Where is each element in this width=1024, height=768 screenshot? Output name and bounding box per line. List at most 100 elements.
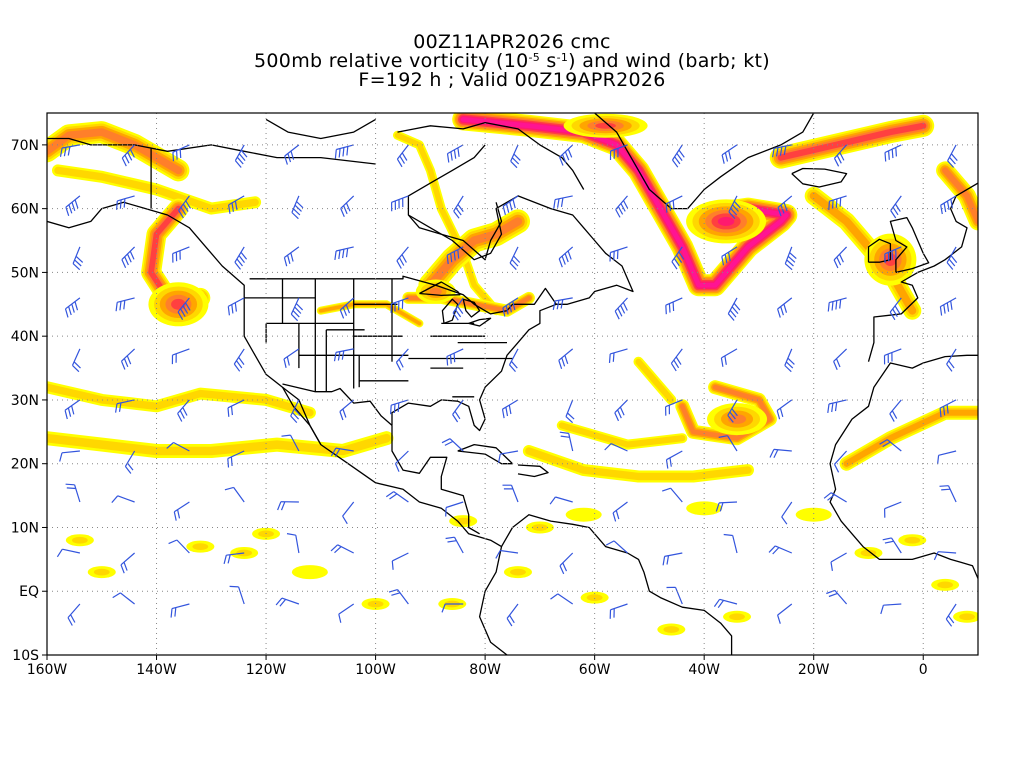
- title-line-1: 00Z11APR2026 cmc: [413, 31, 611, 53]
- wind-barb: [338, 603, 355, 623]
- wind-barb: [558, 246, 574, 268]
- wind-barb: [446, 348, 464, 366]
- wind-barb: [721, 246, 738, 266]
- wind-barb: [823, 492, 847, 503]
- wind-barb: [830, 552, 847, 571]
- coastline: [791, 167, 848, 188]
- vorticity-blob: [565, 507, 602, 522]
- wind-barb: [882, 537, 902, 554]
- lat-tick-label: 50N: [11, 265, 39, 281]
- coastline: [282, 383, 393, 426]
- wind-barb: [769, 448, 792, 459]
- graticule: [47, 113, 978, 655]
- coastline: [500, 514, 733, 655]
- wind-barb: [552, 297, 573, 311]
- vorticity-blob: [729, 613, 745, 621]
- vorticity-band: [843, 409, 978, 467]
- lat-tick-label: 10S: [12, 648, 39, 664]
- wind-barb: [234, 246, 248, 270]
- wind-barb: [116, 195, 135, 210]
- coastline: [468, 317, 492, 327]
- wind-barb: [166, 441, 190, 452]
- wind-barb: [120, 348, 136, 370]
- wind-barb: [170, 603, 190, 618]
- wind-barb: [290, 399, 301, 424]
- wind-barb: [884, 246, 902, 263]
- wind-barb: [784, 348, 795, 373]
- wind-barb: [880, 603, 902, 615]
- wind-barb: [339, 297, 355, 319]
- vorticity-blob: [192, 543, 209, 550]
- vorticity-band: [777, 122, 927, 161]
- vorticity-blob: [795, 507, 832, 522]
- coastline: [391, 144, 634, 432]
- wind-barb: [173, 501, 190, 521]
- wind-barb: [395, 348, 409, 371]
- wind-barb: [509, 246, 521, 271]
- wind-barb: [833, 348, 848, 370]
- wind-barb: [224, 486, 245, 503]
- wind-barb: [283, 348, 300, 368]
- wind-barb: [939, 297, 957, 316]
- wind-barb: [177, 297, 191, 320]
- wind-barb: [228, 195, 245, 214]
- wind-barb: [781, 501, 793, 525]
- lat-tick-label: 30N: [11, 393, 39, 409]
- vorticity-blob: [510, 568, 526, 576]
- wind-barb: [495, 549, 519, 559]
- wind-barb: [64, 399, 81, 420]
- coastline: [249, 275, 557, 315]
- coastline: [391, 425, 480, 535]
- vorticity-blob: [291, 565, 328, 580]
- vorticity-band: [47, 433, 391, 456]
- wind-barb: [665, 195, 683, 213]
- wind-barb: [553, 195, 573, 209]
- wind-barb: [284, 144, 300, 165]
- wind-barb: [385, 491, 409, 503]
- wind-barb: [614, 399, 628, 422]
- lat-tick-label: 70N: [11, 138, 39, 154]
- wind-barb: [391, 195, 409, 212]
- wind-barb: [177, 399, 190, 422]
- wind-barb: [283, 246, 300, 267]
- lat-tick-label: 60N: [11, 202, 39, 218]
- wind-barb: [339, 399, 355, 421]
- lon-tick-label: 40W: [688, 662, 720, 678]
- wind-barb: [549, 496, 573, 505]
- coastline: [441, 298, 459, 325]
- wind-barb: [72, 246, 84, 271]
- wind-barb: [777, 297, 793, 318]
- wind-barb: [883, 348, 902, 365]
- wind-barb: [290, 297, 304, 322]
- coastline: [281, 386, 322, 445]
- wind-barb: [334, 144, 354, 159]
- coastline: [407, 202, 503, 261]
- wind-barb: [946, 348, 957, 372]
- vorticity-blob: [586, 594, 603, 602]
- wind-barb: [777, 603, 793, 624]
- wind-barb: [233, 348, 245, 372]
- wind-barb: [939, 485, 957, 503]
- wind-barb: [441, 438, 464, 452]
- vorticity-blob: [595, 122, 616, 129]
- lat-tick-label: 40N: [11, 329, 39, 345]
- wind-barb: [445, 536, 464, 554]
- vorticity-blob: [429, 287, 442, 296]
- wind-barb: [565, 399, 575, 424]
- wind-barb: [784, 246, 797, 271]
- lat-tick-label: EQ: [19, 584, 39, 600]
- wind-barb: [59, 450, 80, 462]
- wind-barb: [178, 195, 192, 219]
- wind-barb: [671, 246, 685, 270]
- title-line-2-prefix: 500mb relative vorticity (10: [254, 50, 529, 72]
- coastline: [889, 216, 930, 274]
- wind-barb: [452, 399, 464, 423]
- wind-barb: [720, 348, 738, 367]
- wind-barb: [396, 246, 409, 269]
- wind-barb: [223, 552, 245, 565]
- wind-barb: [947, 144, 958, 168]
- wind-barb: [275, 597, 300, 607]
- wind-barb: [889, 297, 902, 321]
- title-exponent-1: -5: [528, 51, 541, 64]
